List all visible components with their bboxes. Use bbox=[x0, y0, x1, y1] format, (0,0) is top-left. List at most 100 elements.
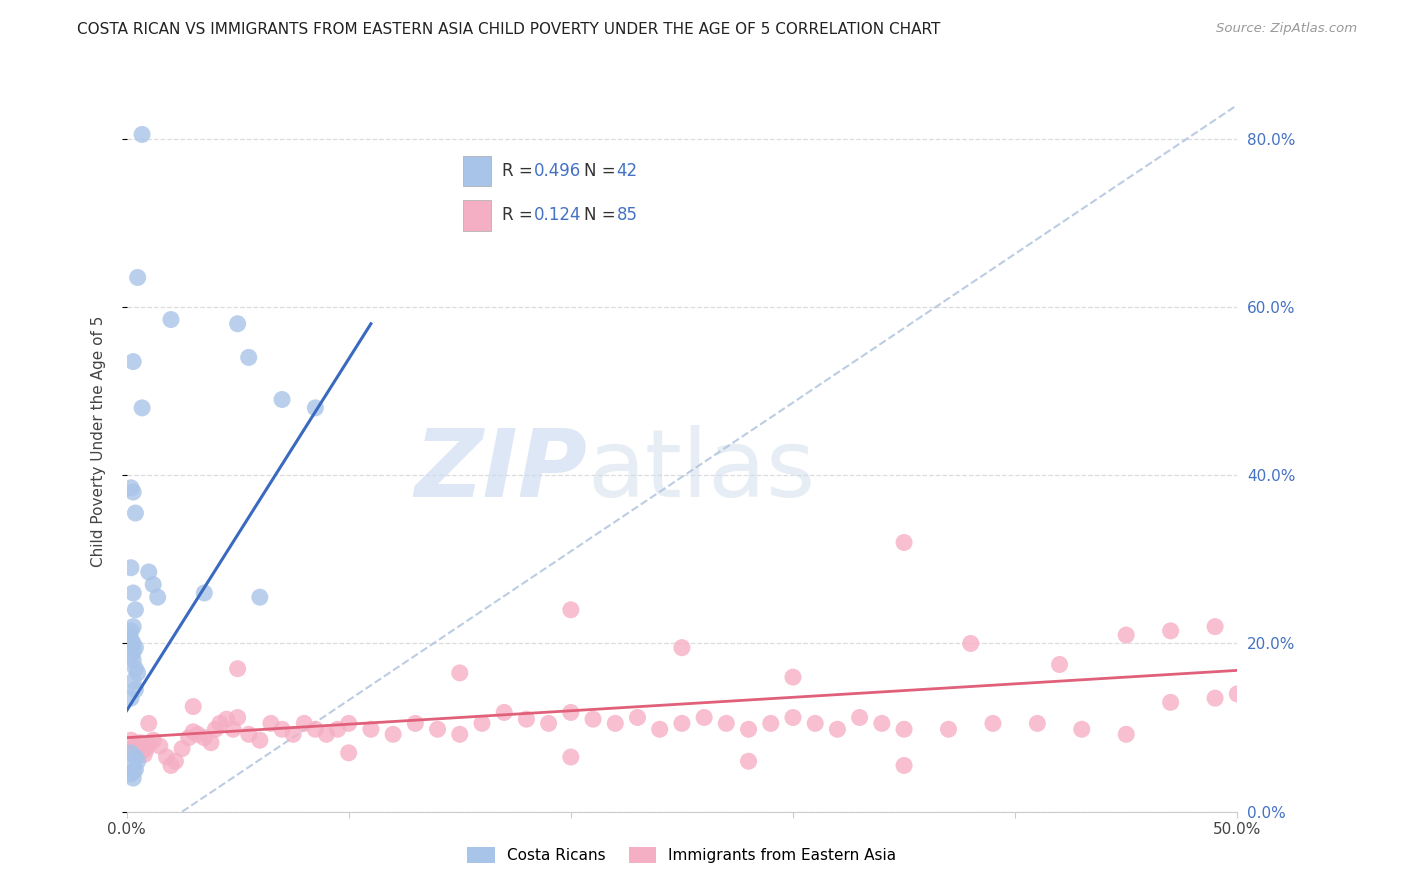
Point bbox=[981, 716, 1004, 731]
Point bbox=[122, 771, 145, 785]
Point bbox=[292, 716, 315, 731]
Point bbox=[124, 506, 146, 520]
Point bbox=[160, 312, 183, 326]
Point bbox=[120, 649, 142, 664]
Point bbox=[122, 619, 145, 633]
Point bbox=[124, 640, 146, 655]
Point bbox=[131, 744, 153, 758]
Point bbox=[208, 716, 231, 731]
Point bbox=[1049, 657, 1071, 672]
Point bbox=[120, 767, 142, 781]
Point bbox=[127, 754, 149, 768]
Point bbox=[337, 746, 360, 760]
Point bbox=[122, 758, 145, 772]
Point bbox=[782, 670, 804, 684]
Point bbox=[648, 723, 671, 737]
Point bbox=[737, 723, 759, 737]
Point bbox=[193, 586, 215, 600]
Point bbox=[471, 716, 494, 731]
Point bbox=[142, 577, 165, 591]
Point bbox=[155, 750, 177, 764]
Point bbox=[671, 716, 693, 731]
Point bbox=[304, 401, 326, 415]
Point bbox=[122, 586, 145, 600]
Point bbox=[135, 741, 157, 756]
Point bbox=[1226, 687, 1249, 701]
Point bbox=[138, 716, 160, 731]
Point bbox=[124, 763, 146, 777]
Point bbox=[122, 636, 145, 650]
Text: ZIP: ZIP bbox=[415, 425, 588, 517]
Point bbox=[122, 741, 145, 756]
Point bbox=[893, 758, 915, 772]
FancyBboxPatch shape bbox=[463, 156, 491, 186]
Point bbox=[238, 727, 260, 741]
Point bbox=[315, 727, 337, 741]
Text: N =: N = bbox=[583, 161, 621, 180]
Text: R =: R = bbox=[502, 206, 538, 225]
Point bbox=[122, 485, 145, 500]
Point bbox=[271, 723, 294, 737]
Point bbox=[515, 712, 537, 726]
Point bbox=[120, 691, 142, 706]
Point bbox=[124, 682, 146, 697]
Point bbox=[782, 710, 804, 724]
Point bbox=[1026, 716, 1049, 731]
Point bbox=[249, 733, 271, 747]
Text: COSTA RICAN VS IMMIGRANTS FROM EASTERN ASIA CHILD POVERTY UNDER THE AGE OF 5 COR: COSTA RICAN VS IMMIGRANTS FROM EASTERN A… bbox=[77, 22, 941, 37]
Point bbox=[938, 723, 960, 737]
Point bbox=[426, 723, 449, 737]
Point bbox=[165, 754, 187, 768]
Point bbox=[537, 716, 560, 731]
Text: Source: ZipAtlas.com: Source: ZipAtlas.com bbox=[1216, 22, 1357, 36]
Point bbox=[226, 317, 249, 331]
Point bbox=[127, 665, 149, 680]
Point bbox=[138, 565, 160, 579]
Point bbox=[138, 738, 160, 752]
Point bbox=[360, 723, 382, 737]
Point bbox=[172, 741, 194, 756]
Point bbox=[1160, 695, 1182, 709]
Point bbox=[122, 653, 145, 667]
Point bbox=[124, 662, 146, 676]
Point bbox=[281, 727, 304, 741]
Point bbox=[449, 727, 471, 741]
Point bbox=[226, 662, 249, 676]
Point bbox=[560, 750, 582, 764]
Point bbox=[124, 738, 146, 752]
Point bbox=[605, 716, 627, 731]
Point bbox=[122, 764, 145, 779]
Point bbox=[131, 401, 153, 415]
Point bbox=[226, 710, 249, 724]
Point bbox=[848, 710, 870, 724]
Point bbox=[870, 716, 893, 731]
Point bbox=[693, 710, 716, 724]
Point bbox=[134, 747, 156, 762]
Point bbox=[1115, 727, 1137, 741]
Point bbox=[120, 746, 142, 760]
Point bbox=[149, 739, 172, 753]
Point bbox=[626, 710, 648, 724]
Point bbox=[120, 624, 142, 638]
Point bbox=[893, 723, 915, 737]
Point bbox=[560, 706, 582, 720]
Point bbox=[124, 750, 146, 764]
Text: atlas: atlas bbox=[588, 425, 815, 517]
Point bbox=[187, 727, 209, 741]
Point bbox=[1204, 691, 1226, 706]
Point bbox=[404, 716, 426, 731]
Point bbox=[959, 636, 981, 650]
Point bbox=[215, 712, 238, 726]
Point bbox=[181, 724, 204, 739]
Text: 42: 42 bbox=[617, 161, 638, 180]
Point bbox=[337, 716, 360, 731]
Point bbox=[260, 716, 283, 731]
Point bbox=[160, 758, 183, 772]
Point bbox=[120, 560, 142, 574]
Point bbox=[1115, 628, 1137, 642]
Point bbox=[449, 665, 471, 680]
Point bbox=[893, 535, 915, 549]
Point bbox=[177, 731, 200, 745]
Point bbox=[382, 727, 405, 741]
Point bbox=[131, 128, 153, 142]
